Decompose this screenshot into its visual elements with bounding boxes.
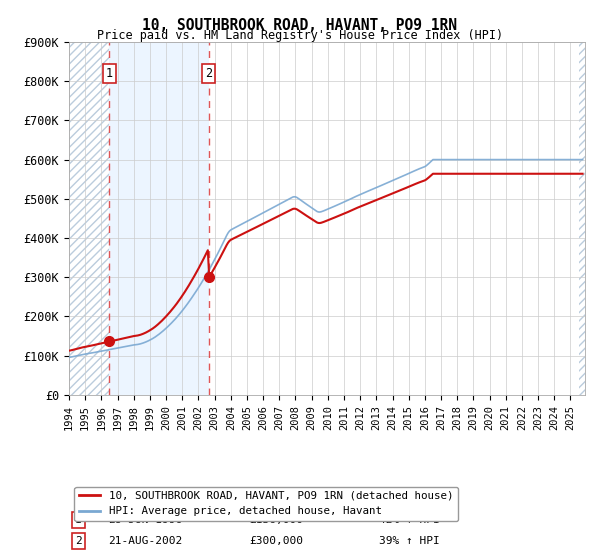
Text: £136,000: £136,000 — [250, 515, 304, 525]
Bar — [109, 42, 209, 395]
Bar — [578, 42, 585, 395]
Text: 10, SOUTHBROOK ROAD, HAVANT, PO9 1RN: 10, SOUTHBROOK ROAD, HAVANT, PO9 1RN — [143, 18, 458, 33]
Text: Price paid vs. HM Land Registry's House Price Index (HPI): Price paid vs. HM Land Registry's House … — [97, 29, 503, 42]
Text: 2: 2 — [75, 536, 82, 546]
Text: 2: 2 — [205, 67, 212, 80]
Text: 42% ↑ HPI: 42% ↑ HPI — [379, 515, 439, 525]
Text: 1: 1 — [75, 515, 82, 525]
Bar — [69, 42, 109, 395]
Text: £300,000: £300,000 — [250, 536, 304, 546]
Legend: 10, SOUTHBROOK ROAD, HAVANT, PO9 1RN (detached house), HPI: Average price, detac: 10, SOUTHBROOK ROAD, HAVANT, PO9 1RN (de… — [74, 487, 458, 521]
Text: 21-AUG-2002: 21-AUG-2002 — [108, 536, 182, 546]
Text: 28-JUN-1996: 28-JUN-1996 — [108, 515, 182, 525]
Text: 39% ↑ HPI: 39% ↑ HPI — [379, 536, 439, 546]
Text: 1: 1 — [106, 67, 113, 80]
